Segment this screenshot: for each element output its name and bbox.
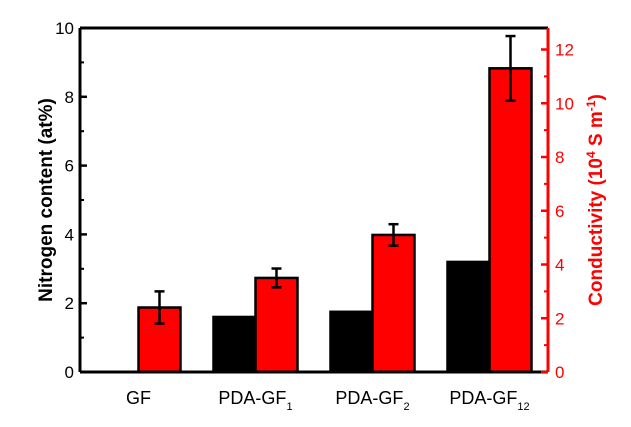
category-subscript-3: 12 [517, 401, 529, 413]
conductivity-bar-2 [371, 233, 416, 374]
right-axis-title-main: Conductivity (10 [586, 158, 607, 306]
error-bar-3 [505, 34, 516, 102]
category-subscript-1: 1 [286, 401, 292, 413]
right-tick-label-5: 10 [555, 94, 574, 113]
error-bar-2 [388, 222, 399, 247]
right-tick-label-4: 8 [555, 148, 564, 167]
error-bar-0 [154, 290, 165, 325]
right-axis-title-sup1: 4 [584, 151, 598, 158]
error-bar-1 [271, 267, 282, 289]
conductivity-bar-1 [254, 276, 299, 374]
right-axis-title-mid: S m [586, 111, 607, 151]
right-tick-label-0: 0 [555, 363, 564, 382]
right-axis-title-end: ) [586, 94, 607, 100]
left-tick-label-4: 8 [65, 88, 74, 107]
nitrogen-bar-2 [329, 310, 374, 374]
left-tick-label-5: 10 [55, 19, 74, 38]
category-label-2: PDA-GF2 [335, 388, 409, 413]
right-tick-label-6: 12 [555, 41, 574, 60]
category-label-1: PDA-GF1 [218, 388, 292, 413]
conductivity-bar-3 [488, 67, 533, 374]
right-tick-label-3: 6 [555, 202, 564, 221]
right-axis-title-sup2: -1 [584, 100, 598, 111]
left-tick-label-1: 2 [65, 294, 74, 313]
left-tick-label-3: 6 [65, 157, 74, 176]
category-subscript-2: 2 [403, 401, 409, 413]
nitrogen-bar-3 [446, 260, 491, 374]
left-tick-label-2: 4 [65, 225, 74, 244]
right-tick-label-1: 2 [555, 309, 564, 328]
right-tick-label-2: 4 [555, 256, 564, 275]
nitrogen-bar-1 [212, 315, 257, 374]
left-tick-label-0: 0 [65, 363, 74, 382]
left-axis-title: Nitrogen content (at%) [36, 98, 57, 302]
category-label-3: PDA-GF12 [449, 388, 529, 413]
right-axis-title: Conductivity (104 S m-1) [584, 94, 607, 306]
bars-layer [137, 34, 533, 374]
category-label-0: GF [126, 388, 151, 408]
